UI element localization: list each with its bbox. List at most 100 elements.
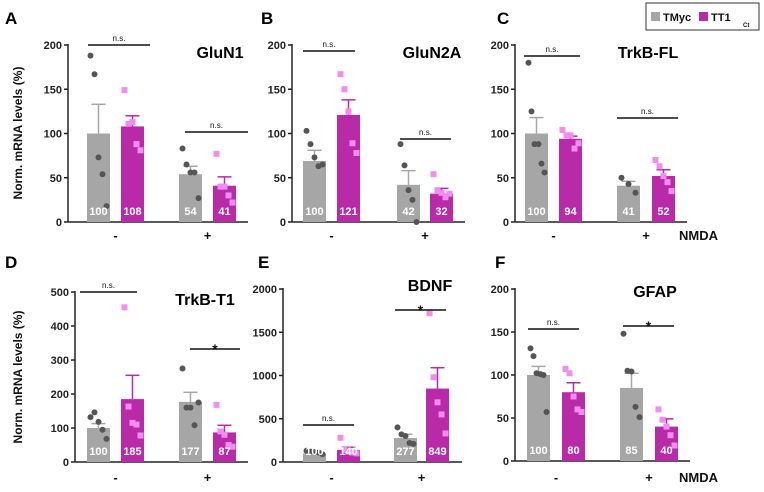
x-group-label: + [642, 228, 650, 243]
tmyc-data-point [541, 169, 548, 176]
tt1-data-point [337, 434, 344, 441]
x-group-label: - [113, 470, 117, 485]
tt1-data-point [125, 120, 132, 127]
tmyc-data-point [401, 162, 408, 169]
y-tick-label: 50 [274, 173, 286, 185]
tmyc-data-point [195, 399, 202, 406]
tt1-data-point [337, 71, 344, 78]
tmyc-data-point [91, 409, 98, 416]
tt1-data-point [659, 416, 666, 423]
tt1-data-point [434, 188, 441, 195]
tmyc-data-point [402, 433, 409, 440]
bar-value-label: 32 [435, 206, 447, 218]
tt1-data-point [426, 310, 433, 317]
y-tick-label: 100 [268, 129, 286, 141]
significance-label: * [418, 302, 424, 318]
tmyc-data-point [394, 424, 401, 431]
tt1-data-point [121, 304, 128, 311]
tmyc-data-point [620, 330, 627, 337]
y-tick-label: 200 [51, 389, 69, 401]
bar-value-label: 177 [181, 446, 199, 458]
bar-value-label: 54 [184, 206, 197, 218]
panel-letter: E [258, 253, 269, 272]
tmyc-bar [179, 401, 202, 462]
tmyc-data-point [187, 404, 194, 411]
tt1-data-point [345, 108, 352, 115]
panel-title: TrkB-FL [618, 45, 679, 62]
x-group-label: - [551, 228, 555, 243]
panel-title: BDNF [408, 278, 453, 295]
tmyc-data-point [535, 141, 542, 148]
tmyc-data-point [99, 171, 106, 178]
panel-title: GluN2A [403, 45, 462, 62]
x-axis-title: NMDA [679, 470, 719, 485]
tmyc-data-point [528, 108, 535, 115]
bar-value-label: 40 [660, 445, 672, 457]
tt1-bar [426, 388, 449, 462]
panel-title: GFAP [633, 284, 677, 301]
tt1-data-point [578, 408, 585, 415]
tmyc-data-point [618, 174, 625, 181]
tmyc-data-point [103, 435, 110, 442]
y-tick-label: 0 [63, 457, 69, 469]
tt1-data-point [438, 189, 445, 196]
bar-value-label: 100 [527, 206, 545, 218]
tmyc-data-point [95, 154, 102, 161]
tt1-data-point [137, 147, 144, 154]
tmyc-data-point [195, 195, 202, 202]
panel-title: TrkB-T1 [175, 292, 235, 309]
bar-value-label: 100 [89, 446, 107, 458]
panel-title: GluN1 [196, 45, 243, 62]
x-group-label: - [329, 228, 333, 243]
y-tick-label: 150 [268, 84, 286, 96]
tt1-data-point [656, 163, 663, 170]
tmyc-data-point [91, 71, 98, 78]
y-tick-label: 50 [50, 173, 62, 185]
tt1-data-point [446, 190, 453, 197]
x-group-label: - [113, 228, 117, 243]
tt1-data-point [563, 132, 570, 139]
tmyc-data-point [319, 451, 326, 458]
tt1-bar [652, 175, 675, 222]
x-group-label: + [418, 470, 426, 485]
bar-value-label: 849 [428, 446, 446, 458]
tt1-data-point [133, 421, 140, 428]
tt1-data-point [217, 428, 224, 435]
panel-letter: C [497, 9, 509, 28]
y-tick-label: 0 [503, 456, 509, 468]
tt1-data-point [438, 411, 445, 418]
legend-label-tt1: TT1 [711, 12, 731, 24]
legend-swatch-tt1 [699, 12, 708, 21]
y-tick-label: 50 [497, 173, 509, 185]
bar-value-label: 100 [89, 206, 107, 218]
tt1-data-point [559, 126, 566, 133]
y-tick-label: 300 [51, 355, 69, 367]
y-axis-label: Norm. mRNA levels (%) [11, 311, 25, 444]
significance-label: n.s. [323, 40, 336, 49]
tt1-data-point [225, 442, 232, 448]
tt1-data-point [229, 199, 236, 206]
tmyc-data-point [303, 127, 310, 134]
y-tick-label: 0 [271, 457, 277, 469]
tt1-data-point [574, 406, 581, 413]
x-group-label: + [204, 228, 212, 243]
tt1-data-point [341, 86, 348, 93]
tt1-data-point [121, 87, 128, 94]
tmyc-bar [527, 375, 550, 461]
tmyc-data-point [99, 426, 106, 433]
bar-value-label: 108 [123, 206, 141, 218]
tmyc-data-point [413, 219, 420, 225]
y-tick-label: 200 [491, 284, 509, 296]
tt1-bar [430, 193, 453, 222]
tmyc-bar [87, 133, 110, 222]
tt1-data-point [213, 401, 220, 408]
tmyc-bar [303, 453, 326, 462]
tt1-data-point [668, 188, 675, 195]
significance-label: * [646, 318, 652, 334]
tt1-data-point [213, 150, 220, 157]
tt1-data-point [125, 403, 132, 410]
tt1-data-point [430, 374, 437, 381]
y-tick-label: 200 [491, 40, 509, 52]
bar-value-label: 140 [339, 446, 357, 458]
